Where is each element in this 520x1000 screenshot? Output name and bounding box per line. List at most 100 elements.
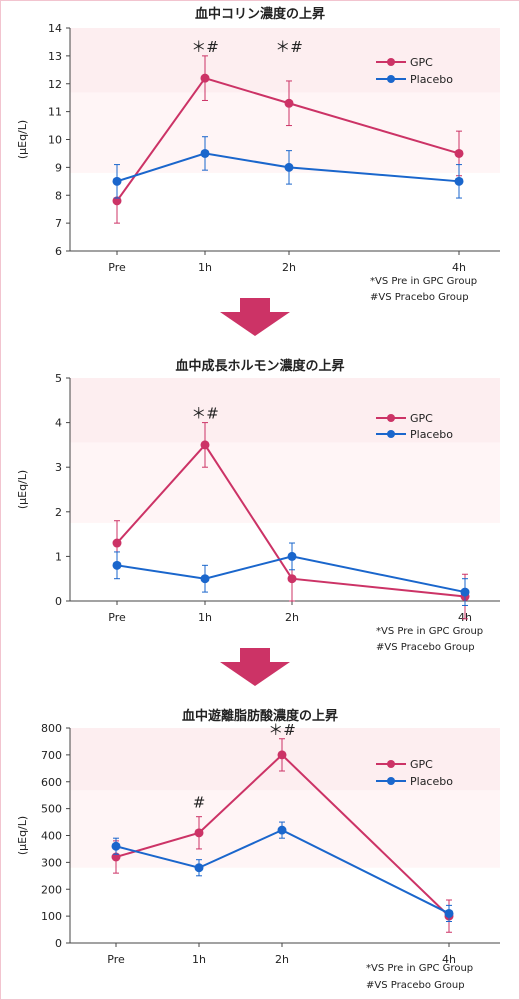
significance-mark: ＊# — [275, 38, 303, 56]
series-line — [116, 555, 466, 594]
x-tick-label: 1h — [198, 611, 212, 624]
x-tick-label: 1h — [192, 953, 206, 966]
y-tick-label: 200 — [41, 883, 62, 896]
series-line — [116, 152, 460, 183]
y-tick-label: 100 — [41, 910, 62, 923]
y-tick-label: 700 — [41, 749, 62, 762]
data-point — [112, 538, 122, 548]
x-tick-label: Pre — [107, 953, 125, 966]
legend-marker — [387, 430, 395, 438]
significance-mark: # — [193, 793, 206, 811]
legend-label: Placebo — [410, 428, 453, 441]
data-point — [112, 560, 122, 570]
significance-mark: ＊# — [191, 405, 219, 423]
legend-label: GPC — [410, 758, 433, 771]
legend-label: GPC — [410, 56, 433, 69]
x-tick-label: 2h — [282, 261, 296, 274]
y-tick-label: 400 — [41, 830, 62, 843]
data-point — [284, 98, 294, 108]
y-tick-label: 12 — [48, 78, 62, 91]
data-point — [112, 196, 122, 206]
y-tick-label: 3 — [55, 461, 62, 474]
y-tick-label: 2 — [55, 506, 62, 519]
x-tick-label: Pre — [108, 261, 126, 274]
chart-title: 血中成長ホルモン濃度の上昇 — [175, 358, 344, 374]
x-tick-label: 4h — [442, 953, 456, 966]
y-axis-label: (μEq/L) — [16, 470, 29, 509]
data-point — [444, 908, 454, 918]
data-point — [194, 863, 204, 873]
y-tick-label: 300 — [41, 856, 62, 869]
y-tick-label: 13 — [48, 50, 62, 63]
data-point — [112, 176, 122, 186]
data-point — [200, 148, 210, 158]
data-point — [277, 750, 287, 760]
x-tick-label: 4h — [452, 261, 466, 274]
legend-label: GPC — [410, 412, 433, 425]
legend-marker — [387, 777, 395, 785]
series-placebo — [112, 542, 470, 606]
legend-marker — [387, 58, 395, 66]
footnote: #VS Pracebo Group — [376, 642, 475, 653]
down-arrow — [220, 648, 290, 686]
legend-marker — [387, 75, 395, 83]
legend-marker — [387, 760, 395, 768]
footnote: *VS Pre in GPC Group — [366, 963, 473, 974]
data-point — [194, 828, 204, 838]
y-tick-label: 11 — [48, 106, 62, 119]
footnote: #VS Pracebo Group — [370, 292, 469, 303]
legend-label: Placebo — [410, 775, 453, 788]
footnote: #VS Pracebo Group — [366, 980, 465, 991]
footnote: *VS Pre in GPC Group — [376, 626, 483, 637]
data-point — [287, 574, 297, 584]
series-placebo — [112, 136, 464, 199]
legend-label: Placebo — [410, 73, 453, 86]
series-line — [116, 77, 460, 202]
series-line — [115, 753, 450, 917]
significance-mark: ＊# — [191, 38, 219, 56]
shade-band-upper — [70, 378, 500, 443]
shade-band-lower — [70, 442, 500, 523]
y-axis-label: (μEq/L) — [16, 120, 29, 159]
legend-marker — [387, 414, 395, 422]
y-tick-label: 800 — [41, 722, 62, 735]
data-point — [460, 587, 470, 597]
significance-mark: ＊# — [268, 721, 296, 739]
series-line — [115, 829, 450, 915]
data-point — [287, 551, 297, 561]
data-point — [277, 825, 287, 835]
data-point — [454, 148, 464, 158]
footnote: *VS Pre in GPC Group — [370, 276, 477, 287]
y-tick-label: 14 — [48, 22, 62, 35]
y-tick-label: 5 — [55, 372, 62, 385]
y-tick-label: 0 — [55, 937, 62, 950]
shade-band-lower — [70, 92, 500, 173]
y-tick-label: 7 — [55, 217, 62, 230]
down-arrow — [220, 298, 290, 336]
x-tick-label: 2h — [275, 953, 289, 966]
chart-title: 血中コリン濃度の上昇 — [195, 6, 325, 22]
chart-3: 血中遊離脂肪酸濃度の上昇 800 700 600 500 400 300 200 100 0 (μE… — [16, 708, 500, 991]
x-tick-label: 2h — [285, 611, 299, 624]
y-tick-label: 500 — [41, 803, 62, 816]
y-tick-label: 6 — [55, 245, 62, 258]
y-tick-label: 8 — [55, 189, 62, 202]
y-axis-label: (μEq/L) — [16, 816, 29, 855]
y-tick-label: 9 — [55, 161, 62, 174]
data-point — [200, 574, 210, 584]
data-point — [284, 162, 294, 172]
y-tick-label: 0 — [55, 595, 62, 608]
series-line — [116, 443, 466, 598]
data-point — [200, 440, 210, 450]
x-tick-label: 1h — [198, 261, 212, 274]
series-placebo — [111, 821, 454, 922]
y-tick-label: 10 — [48, 134, 62, 147]
y-tick-label: 600 — [41, 776, 62, 789]
data-point — [111, 841, 121, 851]
shade-band-upper — [70, 28, 500, 93]
data-point — [454, 176, 464, 186]
series-gpc — [112, 55, 464, 224]
chart-title: 血中遊離脂肪酸濃度の上昇 — [182, 708, 338, 724]
